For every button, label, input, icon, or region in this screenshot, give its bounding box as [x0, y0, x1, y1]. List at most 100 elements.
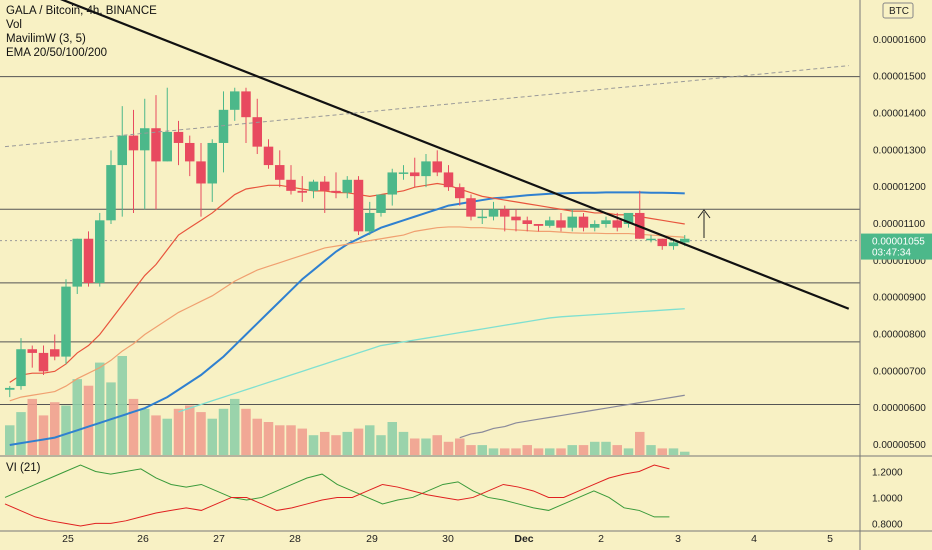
candle-body [95, 220, 105, 283]
candle-body [646, 238, 656, 241]
candle-body [252, 117, 262, 147]
candle-body [61, 286, 71, 357]
x-tick-label: 30 [442, 533, 454, 545]
volume-bar [5, 425, 15, 455]
candle-body [72, 238, 82, 287]
candle-body [365, 212, 375, 232]
volume-bar [140, 408, 150, 455]
candle-body [342, 179, 352, 193]
volume-bar [263, 422, 274, 455]
candle-body [230, 91, 240, 110]
price-tick-label: 0.00001100 [873, 219, 926, 230]
volume-bar [398, 431, 409, 455]
volume-bar [376, 435, 386, 455]
volume-bar [72, 379, 82, 455]
volume-bar [50, 402, 60, 455]
candle-body [263, 146, 274, 166]
volume-bar [522, 445, 532, 455]
candle-body [162, 131, 172, 162]
candle-body [398, 172, 409, 174]
x-tick-label: Dec [514, 533, 533, 545]
volume-bar [38, 415, 49, 455]
candle-body [623, 212, 634, 224]
ema-label[interactable]: EMA 20/50/100/200 [6, 47, 108, 59]
vol-label[interactable]: Vol [6, 19, 22, 31]
x-tick-label: 25 [62, 533, 74, 545]
symbol-title[interactable]: GALA / Bitcoin, 4h, BINANCE [6, 5, 157, 17]
volume-bar [680, 451, 690, 455]
volume-bar [95, 362, 105, 455]
candle-body [466, 198, 476, 217]
candle-body [83, 238, 94, 283]
candle-body [185, 142, 195, 162]
candle-body [27, 349, 37, 353]
volume-bar [545, 448, 555, 455]
trendline [59, 0, 850, 310]
candle-body [320, 181, 330, 191]
price-tick-label: 0.00001200 [873, 182, 926, 193]
volume-bar [185, 405, 195, 455]
volume-bar [466, 445, 476, 455]
candle-body [331, 190, 341, 193]
volume-bar [342, 431, 352, 455]
candle-body [387, 172, 397, 195]
volume-bar [162, 418, 172, 455]
candle-body [376, 194, 386, 213]
candle-body [38, 352, 49, 372]
candle-body [286, 179, 296, 191]
ema200-turquoise-line [178, 308, 685, 413]
volume-bar [61, 405, 71, 455]
volume-bar [128, 398, 139, 455]
ema50-line [9, 226, 685, 402]
volume-bar [488, 448, 499, 455]
price-tick-label: 0.00001300 [873, 145, 926, 156]
candle-body [275, 165, 285, 180]
volume-bar [218, 408, 229, 455]
last-price-label: 0.00001055 [872, 237, 925, 248]
candle-body [410, 172, 420, 177]
volume-bar [365, 425, 375, 455]
x-tick-label: 29 [366, 533, 378, 545]
candle-body [151, 128, 161, 162]
candle-body [173, 131, 184, 143]
volume-bar [252, 418, 262, 455]
volume-bar [646, 445, 656, 455]
volume-bar [657, 448, 667, 455]
candle-body [500, 209, 510, 217]
price-tick-label: 0.00001000 [873, 256, 926, 267]
volume-bar [421, 438, 431, 455]
volume-bar [477, 445, 487, 455]
volume-bar [117, 356, 127, 455]
candle-body [297, 190, 307, 193]
volume-bar [308, 435, 319, 455]
volume-bar [286, 425, 296, 455]
candle-body [612, 220, 622, 228]
volume-bar [533, 448, 544, 455]
vi-plus-line [4, 464, 670, 518]
volume-bar [623, 448, 634, 455]
candle-body [488, 209, 499, 217]
price-tick-label: 0.00001400 [873, 109, 926, 120]
vi-title[interactable]: VI (21) [6, 462, 41, 474]
volume-bar [511, 448, 521, 455]
candle-body [207, 142, 217, 184]
candle-body [106, 165, 116, 221]
candle-body [308, 181, 319, 191]
x-tick-label: 5 [827, 533, 833, 545]
vi-minus-line [4, 464, 670, 527]
chart-legend: GALA / Bitcoin, 4h, BINANCE Vol MavilimW… [6, 4, 157, 60]
candle-body [455, 187, 465, 199]
ema200-gray-line [459, 394, 685, 439]
mavilimw-label[interactable]: MavilimW (3, 5) [6, 33, 86, 45]
arrow-head-icon [697, 209, 711, 219]
volume-bar [173, 408, 184, 455]
candle-body [657, 238, 667, 247]
volume-bar [151, 415, 161, 455]
candle-body [432, 161, 442, 173]
volume-bar [83, 385, 94, 455]
currency-label: BTC [889, 6, 909, 17]
candle-body [680, 238, 690, 243]
candle-body [522, 220, 532, 224]
